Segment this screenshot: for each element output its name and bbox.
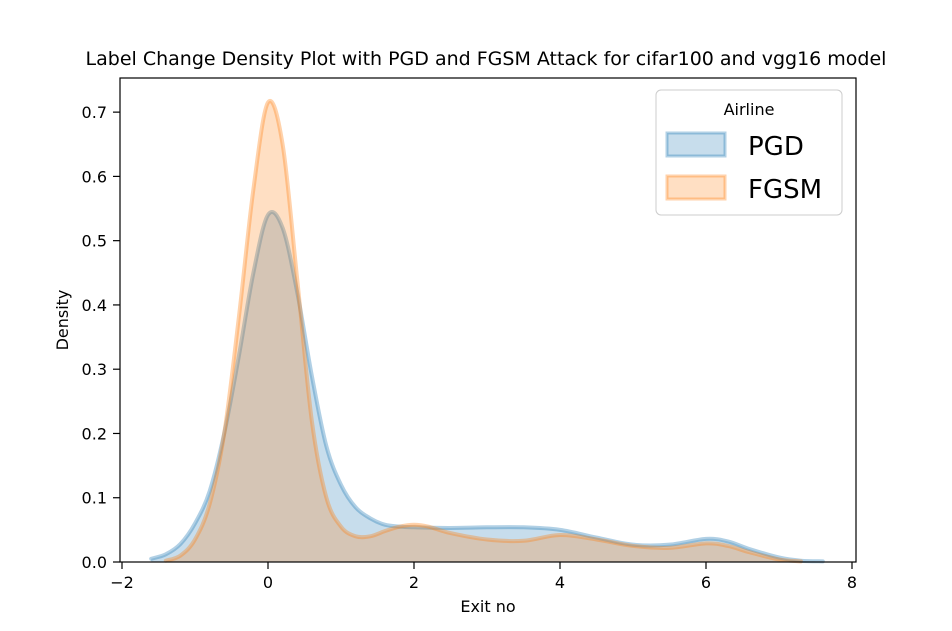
legend-label-pgd: PGD	[748, 132, 804, 162]
x-axis-ticks: −2 0 2 4 6 8	[110, 562, 857, 592]
y-tick-label: 0.2	[82, 424, 107, 443]
x-axis-label: Exit no	[460, 597, 515, 616]
plot-frame	[119, 77, 857, 563]
density-areas	[149, 98, 825, 564]
chart-title: Label Change Density Plot with PGD and F…	[86, 48, 887, 70]
density-line-pgd	[149, 210, 825, 564]
x-tick-label: 0	[263, 573, 273, 592]
y-axis-label: Density	[53, 290, 72, 351]
y-tick-label: 0.6	[82, 167, 107, 186]
x-tick-label: 2	[409, 573, 419, 592]
x-tick-label: 6	[701, 573, 711, 592]
y-tick-label: 0.4	[82, 296, 107, 315]
legend: Airline PGD FGSM	[655, 89, 843, 216]
x-tick-label: 4	[555, 573, 565, 592]
x-tick-label: 8	[847, 573, 857, 592]
legend-label-fgsm: FGSM	[748, 175, 822, 205]
density-area-fgsm	[165, 100, 801, 562]
y-tick-label: 0.7	[82, 103, 107, 122]
legend-title: Airline	[724, 100, 775, 119]
legend-box	[655, 89, 843, 216]
y-tick-label: 0.5	[82, 232, 107, 251]
legend-swatch-fgsm	[665, 174, 727, 201]
y-axis-ticks: 0.0 0.1 0.2 0.3 0.4 0.5 0.6 0.7	[82, 103, 120, 572]
y-tick-label: 0.3	[82, 360, 107, 379]
density-area-pgd	[151, 211, 823, 562]
legend-swatch-pgd	[665, 131, 727, 158]
y-tick-label: 0.1	[82, 489, 107, 508]
density-line-fgsm	[163, 98, 803, 564]
x-tick-label: −2	[110, 573, 134, 592]
y-tick-label: 0.0	[82, 553, 107, 572]
